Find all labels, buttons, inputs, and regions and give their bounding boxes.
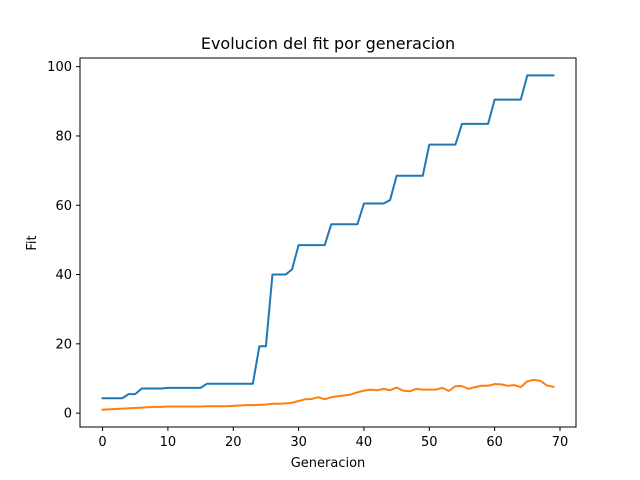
y-tick-label: 0 bbox=[64, 407, 72, 422]
x-tick-label: 70 bbox=[552, 435, 569, 450]
x-tick-label: 20 bbox=[225, 435, 242, 450]
y-tick-label: 40 bbox=[55, 268, 72, 283]
y-tick-label: 100 bbox=[47, 60, 72, 75]
plot-frame bbox=[79, 57, 577, 428]
x-tick-label: 0 bbox=[98, 435, 106, 450]
y-tick-label: 80 bbox=[55, 129, 72, 144]
y-axis-label: Fit bbox=[25, 235, 40, 250]
series-line-1 bbox=[101, 74, 555, 400]
y-axis: 0 20 40 60 80 100 bbox=[47, 60, 80, 422]
y-tick-label: 60 bbox=[55, 199, 72, 214]
chart-title: Evolucion del fit por generacion bbox=[201, 34, 455, 53]
x-axis-label: Generacion bbox=[291, 456, 366, 471]
plot-area bbox=[101, 74, 555, 411]
x-tick-label: 10 bbox=[160, 435, 177, 450]
x-tick-label: 50 bbox=[421, 435, 438, 450]
x-tick-label: 30 bbox=[290, 435, 307, 450]
x-tick-label: 60 bbox=[486, 435, 503, 450]
series-line-2 bbox=[101, 378, 555, 411]
x-tick-label: 40 bbox=[356, 435, 373, 450]
y-tick-label: 20 bbox=[55, 337, 72, 352]
x-axis: 0 10 20 30 40 50 60 70 bbox=[98, 427, 568, 450]
